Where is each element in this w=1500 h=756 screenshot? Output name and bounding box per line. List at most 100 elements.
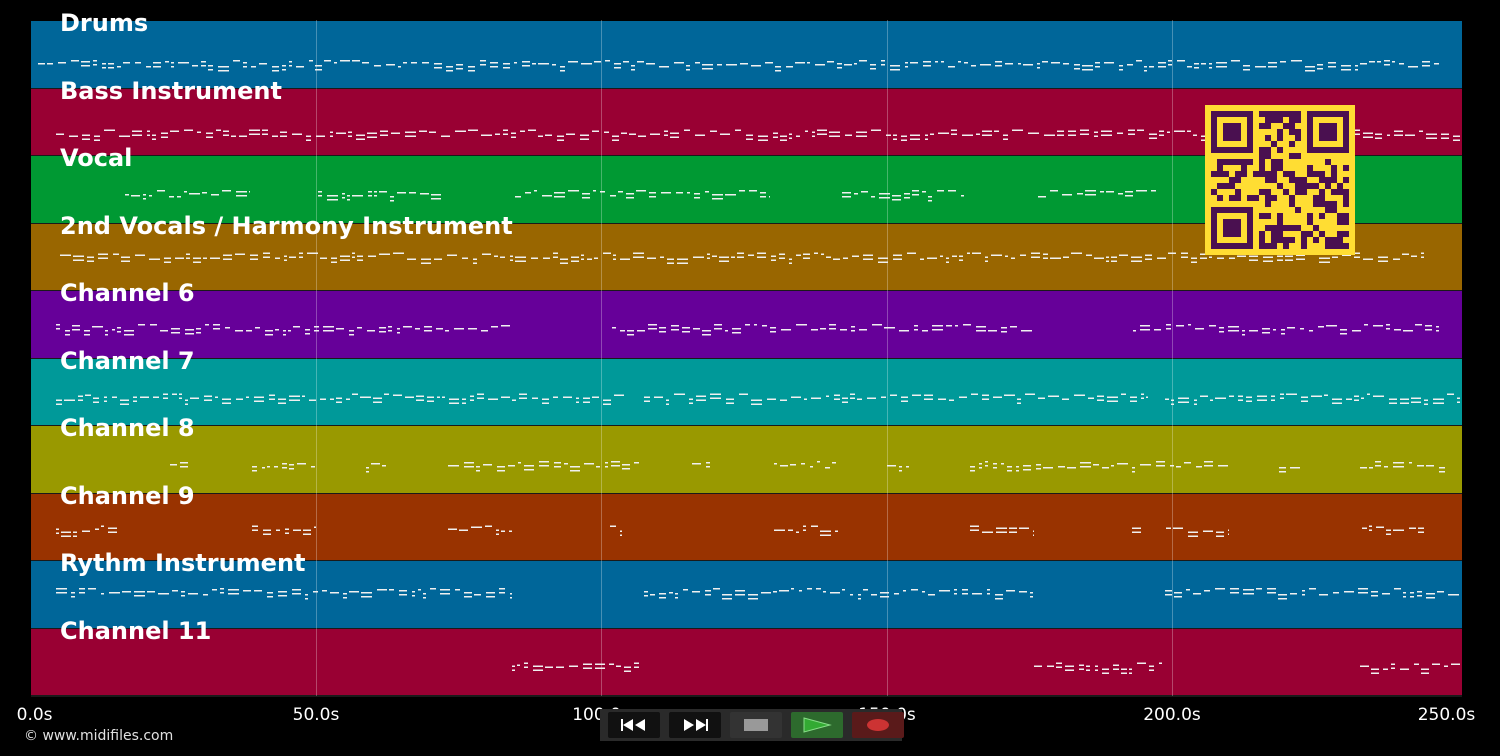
midi-note <box>185 333 194 335</box>
midi-note <box>789 137 792 139</box>
midi-note <box>1328 66 1336 68</box>
midi-note <box>780 135 787 137</box>
midi-note <box>1106 260 1109 262</box>
midi-note <box>373 397 382 399</box>
midi-note <box>305 598 308 600</box>
midi-note <box>146 66 151 68</box>
midi-note <box>512 665 515 667</box>
midi-note <box>545 134 552 136</box>
midi-note <box>737 256 744 258</box>
midi-note <box>907 252 916 254</box>
track-lane <box>31 628 1462 697</box>
midi-note <box>193 257 201 259</box>
midi-note <box>912 194 919 196</box>
midi-note <box>1111 256 1117 258</box>
midi-note <box>254 590 262 592</box>
midi-note <box>596 466 600 468</box>
midi-note <box>770 327 776 329</box>
midi-note <box>1154 329 1161 331</box>
midi-note <box>533 665 543 667</box>
midi-note <box>650 133 660 135</box>
midi-note <box>971 393 978 395</box>
midi-note <box>893 134 897 136</box>
midi-note <box>592 130 599 132</box>
midi-note <box>299 256 303 258</box>
play-button[interactable] <box>791 712 843 738</box>
midi-note <box>473 262 477 264</box>
midi-note <box>717 64 722 66</box>
midi-note <box>710 393 721 395</box>
midi-note <box>289 399 300 401</box>
midi-note <box>282 69 286 71</box>
midi-note <box>289 395 300 397</box>
midi-note <box>1016 466 1019 468</box>
midi-note <box>935 61 938 63</box>
midi-note <box>434 67 442 69</box>
midi-note <box>912 190 919 192</box>
midi-note <box>1030 592 1033 594</box>
midi-note <box>604 131 609 133</box>
midi-note <box>56 399 62 401</box>
stop-button[interactable] <box>730 712 782 738</box>
midi-note <box>939 590 950 592</box>
midi-note <box>1451 663 1460 665</box>
midi-note <box>357 259 363 261</box>
midi-note <box>1341 69 1351 71</box>
midi-note <box>1317 64 1323 66</box>
gridline <box>887 20 888 696</box>
midi-note <box>1107 400 1118 402</box>
midi-note <box>140 396 149 398</box>
midi-note <box>961 195 964 197</box>
midi-note <box>1377 61 1381 63</box>
midi-note <box>108 63 114 65</box>
midi-note <box>82 530 90 532</box>
midi-note <box>1422 61 1430 63</box>
midi-note <box>497 470 505 472</box>
fast-forward-button[interactable] <box>669 712 721 738</box>
midi-note <box>627 330 634 332</box>
midi-note <box>222 190 231 192</box>
midi-note <box>201 61 206 63</box>
midi-note <box>293 326 300 328</box>
midi-note <box>631 65 635 67</box>
midi-note <box>879 193 890 195</box>
midi-note <box>503 133 508 135</box>
midi-note <box>746 134 753 136</box>
midi-note <box>740 63 748 65</box>
midi-note <box>366 467 369 469</box>
midi-note <box>765 62 773 64</box>
midi-note <box>170 130 179 132</box>
midi-note <box>893 258 902 260</box>
midi-note <box>303 529 311 531</box>
midi-note <box>494 255 498 257</box>
midi-note <box>1363 136 1373 138</box>
midi-note <box>397 332 400 334</box>
record-button[interactable] <box>852 712 904 738</box>
midi-note <box>349 330 354 332</box>
midi-note <box>654 396 663 398</box>
midi-note <box>349 334 354 336</box>
midi-note <box>1097 395 1104 397</box>
midi-note <box>446 70 453 72</box>
midi-note <box>622 468 630 470</box>
rewind-button[interactable] <box>608 712 660 738</box>
midi-note <box>1209 67 1212 69</box>
midi-note <box>283 334 286 336</box>
midi-note <box>368 255 376 257</box>
midi-note <box>634 662 639 664</box>
midi-note <box>327 199 338 201</box>
midi-note <box>1280 397 1284 399</box>
midi-note <box>1034 665 1042 667</box>
midi-note <box>1174 596 1182 598</box>
midi-note <box>554 466 561 468</box>
midi-note <box>289 256 296 258</box>
midi-note <box>1373 395 1384 397</box>
midi-note <box>880 592 889 594</box>
midi-note <box>1285 259 1293 261</box>
midi-note <box>208 69 213 71</box>
midi-note <box>620 258 630 260</box>
midi-note <box>1187 66 1192 68</box>
play-icon <box>803 717 832 733</box>
midi-note <box>254 400 264 402</box>
midi-note <box>1095 669 1098 671</box>
